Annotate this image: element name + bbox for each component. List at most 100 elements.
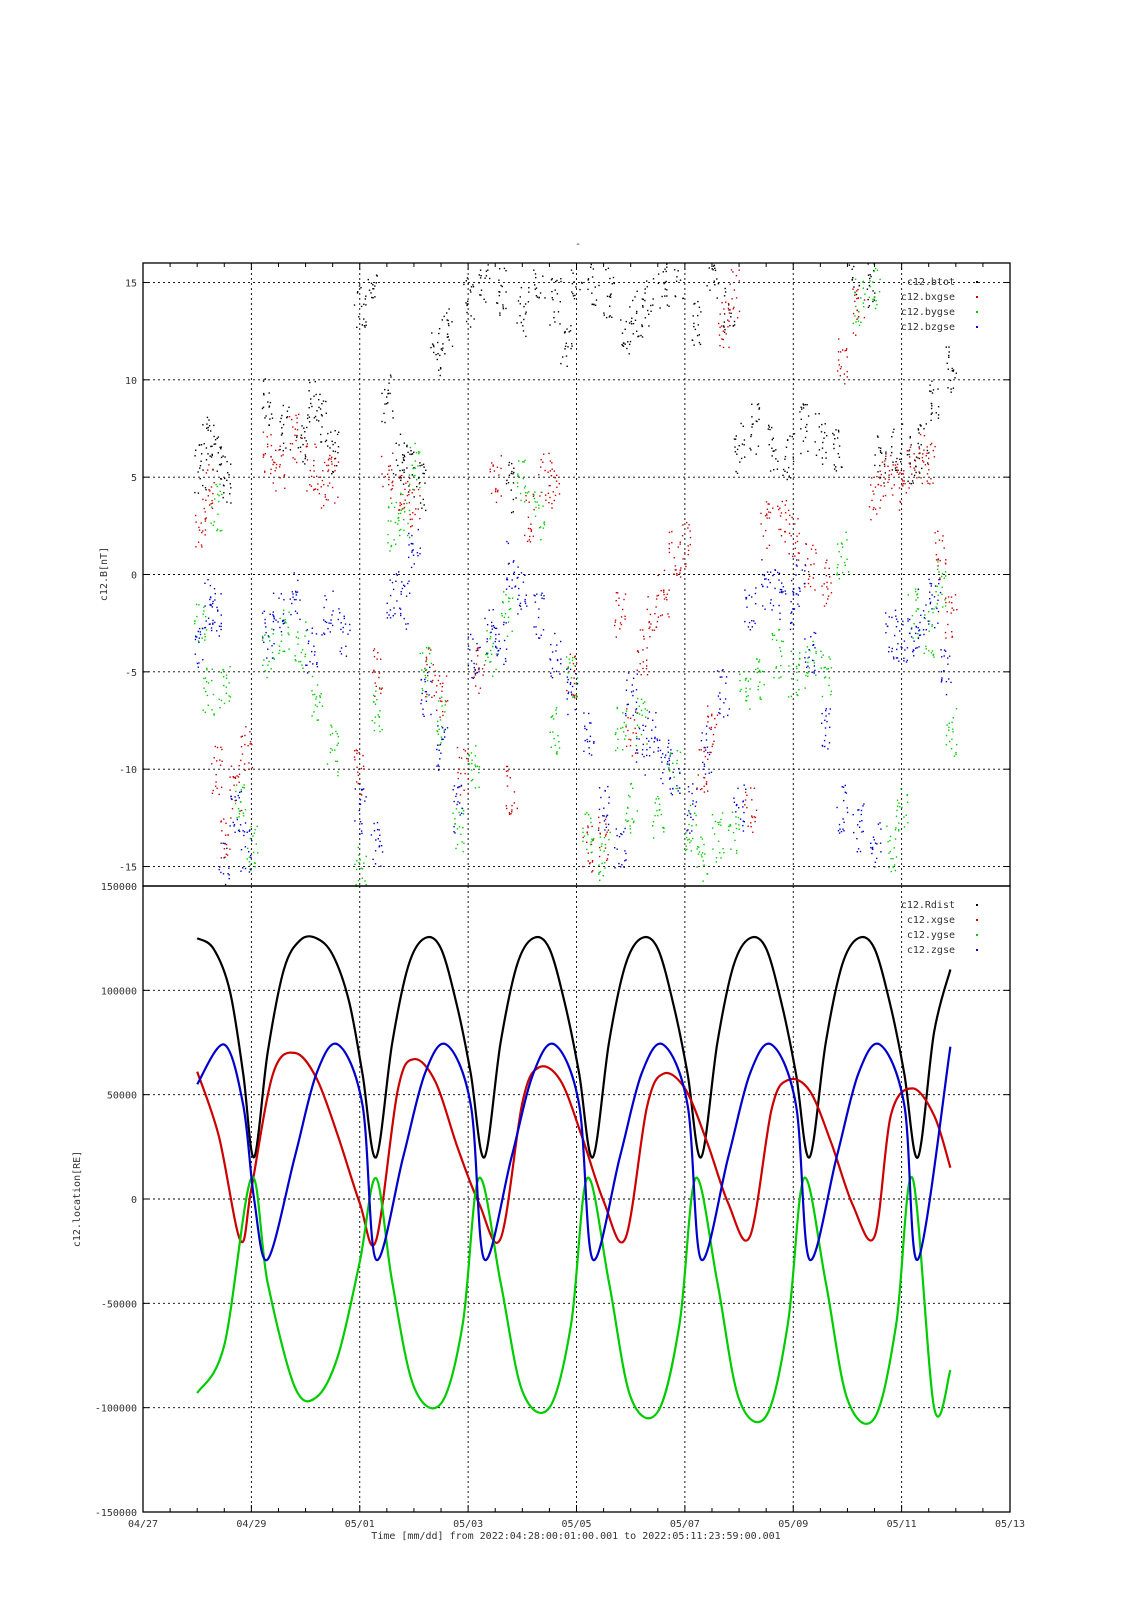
point-c12.bxgse-4-0 [241, 809, 243, 812]
point-c12.btot-16-3 [432, 344, 435, 346]
point-c12.bygse-0-3 [194, 635, 197, 637]
point-c12.bxgse-52-2 [921, 482, 923, 485]
point-c12.bzgse-54-11 [934, 585, 937, 587]
point-c12.bzgse-40-12 [744, 589, 746, 591]
point-c12.bzgse-52-12 [915, 632, 917, 635]
point-c12.bzgse-33-0 [653, 751, 655, 753]
point-c12.bxgse-21-14 [489, 471, 491, 473]
point-c12.bxgse-34-11 [675, 569, 677, 571]
point-c12.bzgse-4-16 [240, 790, 242, 793]
point-c12.btot-50-2 [935, 412, 937, 414]
point-c12.bxgse-3-15 [230, 817, 232, 819]
point-c12.bxgse-24-7 [544, 494, 547, 496]
point-c12.bxgse-25-15 [558, 493, 561, 495]
point-c12.btot-5-14 [280, 417, 282, 420]
point-c12.btot-9-14 [334, 457, 337, 460]
point-c12.bzgse-39-9 [742, 820, 744, 822]
point-c12.bzgse-33-7 [648, 740, 650, 742]
top-ylabel: c12.B[nT] [99, 547, 110, 601]
point-c12.bxgse-45-2 [823, 605, 826, 607]
point-c12.btot-29-2 [622, 344, 624, 347]
point-c12.bxgse-43-14 [798, 532, 800, 535]
point-c12.bzgse-24-7 [525, 594, 527, 596]
point-c12.bxgse-51-2 [903, 470, 905, 472]
point-c12.bxgse-21-6 [500, 467, 502, 470]
point-c12.bygse-34-5 [696, 866, 698, 868]
point-c12.bxgse-32-11 [649, 613, 652, 616]
point-c12.bzgse-14-8 [392, 588, 395, 591]
point-c12.bzgse-26-1 [549, 659, 552, 661]
point-c12.bxgse-48-5 [870, 484, 872, 486]
point-c12.bygse-6-14 [264, 670, 266, 672]
point-c12.bxgse-2-13 [218, 793, 220, 796]
point-c12.bygse-45-17 [873, 270, 875, 273]
point-c12.bygse-18-8 [462, 827, 464, 829]
point-c12.btot-49-5 [918, 446, 920, 448]
point-c12.bzgse-16-6 [410, 566, 413, 569]
point-c12.btot-21-12 [512, 473, 514, 475]
point-c12.bxgse-43-13 [794, 547, 796, 550]
point-c12.bxgse-35-14 [680, 567, 682, 569]
point-c12.bygse-41-3 [808, 667, 810, 669]
point-c12.bygse-4-12 [242, 815, 245, 817]
point-c12.bygse-36-3 [738, 824, 740, 826]
point-c12.bygse-25-13 [571, 659, 574, 662]
point-c12.bygse-31-4 [658, 809, 660, 811]
point-c12.bzgse-12-5 [359, 783, 361, 785]
point-c12.bygse-42-6 [822, 654, 824, 656]
point-c12.btot-10-10 [365, 304, 367, 306]
point-c12.bygse-16-9 [425, 669, 428, 671]
point-c12.bygse-44-6 [858, 324, 861, 327]
point-c12.bzgse-47-2 [846, 811, 849, 814]
point-c12.bzgse-15-4 [401, 587, 404, 590]
point-c12.bxgse-19-11 [466, 757, 468, 760]
point-c12.btot-12-6 [392, 410, 394, 412]
point-c12.bxgse-52-12 [922, 461, 925, 463]
point-c12.bzgse-29-7 [597, 829, 600, 831]
point-c12.btot-51-8 [951, 367, 953, 370]
point-c12.bzgse-46-13 [822, 745, 824, 747]
point-c12.bzgse-45-15 [814, 669, 816, 672]
point-c12.btot-39-15 [777, 460, 779, 462]
point-c12.bygse-15-6 [414, 467, 417, 469]
point-c12.bzgse-41-16 [762, 585, 764, 587]
point-c12.bxgse-53-3 [926, 473, 929, 475]
point-c12.bygse-18-17 [454, 823, 456, 825]
point-c12.btot-38-1 [758, 407, 761, 409]
point-c12.bxgse-20-17 [482, 674, 484, 676]
point-c12.btot-28-14 [605, 269, 607, 271]
point-c12.bzgse-49-13 [870, 846, 872, 849]
point-c12.bzgse-8-5 [296, 612, 298, 614]
point-c12.bzgse-32-6 [638, 727, 641, 730]
point-c12.bygse-51-1 [952, 717, 954, 719]
point-c12.bxgse-11-6 [330, 460, 333, 463]
point-c12.bxgse-51-16 [909, 456, 911, 458]
point-c12.btot-39-5 [771, 455, 773, 457]
point-c12.bxgse-50-16 [896, 471, 898, 473]
point-c12.bzgse-54-10 [937, 622, 939, 624]
point-c12.btot-35-4 [713, 280, 715, 282]
point-c12.bzgse-20-5 [470, 660, 473, 662]
point-c12.bxgse-11-5 [337, 496, 339, 498]
point-c12.bxgse-14-11 [388, 465, 390, 467]
point-c12.bxgse-34-0 [674, 569, 676, 571]
point-c12.bygse-5-11 [255, 843, 257, 845]
point-c12.btot-39-9 [771, 439, 773, 441]
point-c12.bxgse-52-17 [913, 467, 915, 469]
point-c12.btot-25-3 [570, 347, 572, 350]
bottom-xtick-label-3: 05/03 [453, 1519, 483, 1530]
point-c12.bzgse-5-10 [249, 829, 251, 831]
point-c12.bxgse-38-7 [722, 346, 725, 349]
point-c12.bxgse-3-7 [225, 853, 227, 855]
point-c12.bygse-20-5 [489, 632, 491, 634]
point-c12.bzgse-54-14 [928, 578, 930, 581]
point-c12.bxgse-49-10 [880, 473, 883, 476]
point-c12.bxgse-19-16 [458, 768, 460, 770]
point-c12.bzgse-21-6 [488, 609, 490, 611]
point-c12.btot-44-16 [851, 278, 854, 281]
point-c12.bygse-14-10 [407, 534, 409, 537]
point-c12.bygse-44-7 [854, 278, 857, 280]
point-c12.bygse-50-5 [944, 605, 947, 607]
point-c12.bzgse-17-8 [420, 678, 423, 681]
point-c12.bxgse-46-6 [838, 338, 840, 340]
